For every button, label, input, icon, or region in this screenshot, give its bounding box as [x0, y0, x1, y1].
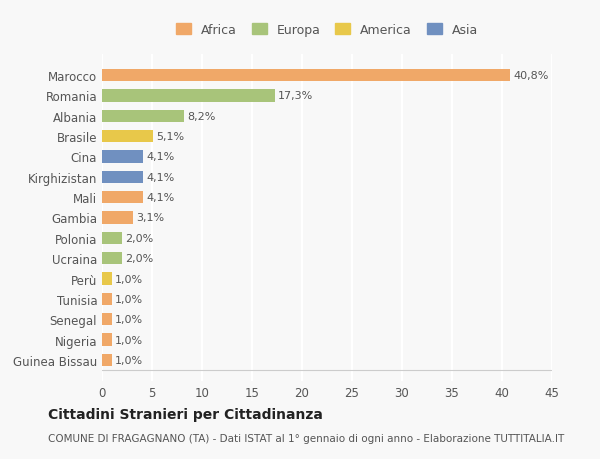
Bar [102, 334, 112, 346]
Bar [102, 90, 275, 102]
Bar [102, 171, 143, 184]
Bar [102, 151, 143, 163]
Text: 1,0%: 1,0% [115, 314, 143, 325]
Bar [102, 273, 112, 285]
Bar [102, 354, 112, 366]
Text: 40,8%: 40,8% [513, 71, 548, 81]
Text: 1,0%: 1,0% [115, 335, 143, 345]
Text: 17,3%: 17,3% [278, 91, 313, 101]
Bar [102, 252, 122, 265]
Bar [102, 192, 143, 204]
Legend: Africa, Europa, America, Asia: Africa, Europa, America, Asia [170, 19, 484, 42]
Text: 4,1%: 4,1% [146, 173, 174, 182]
Bar [102, 111, 184, 123]
Bar [102, 131, 153, 143]
Text: 3,1%: 3,1% [136, 213, 164, 223]
Text: 1,0%: 1,0% [115, 355, 143, 365]
Text: 8,2%: 8,2% [187, 112, 215, 122]
Bar [102, 313, 112, 325]
Text: Cittadini Stranieri per Cittadinanza: Cittadini Stranieri per Cittadinanza [48, 407, 323, 421]
Bar [102, 212, 133, 224]
Bar [102, 293, 112, 305]
Text: COMUNE DI FRAGAGNANO (TA) - Dati ISTAT al 1° gennaio di ogni anno - Elaborazione: COMUNE DI FRAGAGNANO (TA) - Dati ISTAT a… [48, 433, 564, 442]
Text: 1,0%: 1,0% [115, 294, 143, 304]
Bar [102, 70, 510, 82]
Text: 2,0%: 2,0% [125, 254, 153, 263]
Text: 4,1%: 4,1% [146, 152, 174, 162]
Bar [102, 232, 122, 244]
Text: 1,0%: 1,0% [115, 274, 143, 284]
Text: 2,0%: 2,0% [125, 233, 153, 243]
Text: 5,1%: 5,1% [156, 132, 184, 142]
Text: 4,1%: 4,1% [146, 193, 174, 203]
